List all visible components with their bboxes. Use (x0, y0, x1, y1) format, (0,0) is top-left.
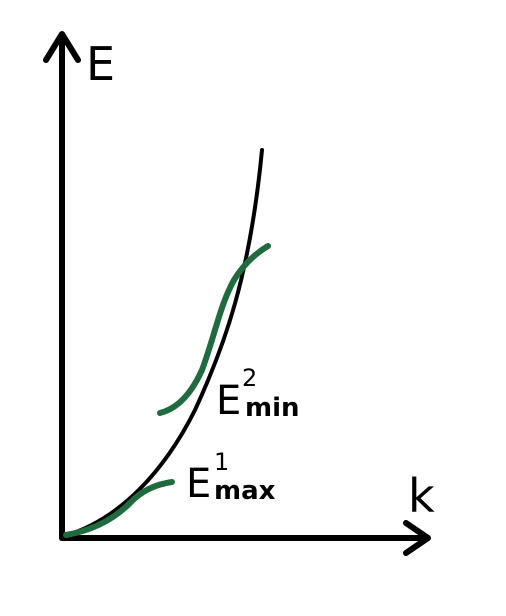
y-axis-arrowhead (43, 31, 81, 63)
lower-band-curve (63, 479, 175, 538)
e2-min-sup: 2 (242, 364, 257, 392)
e2-min-label: E 2 min (216, 364, 300, 424)
e2-min-sub: min (245, 393, 300, 423)
upper-band-curve (157, 243, 271, 416)
e2-min-base: E (216, 378, 241, 424)
e1-max-base: E (186, 461, 211, 507)
axes (43, 31, 431, 556)
e1-max-sub: max (214, 476, 276, 506)
free-electron-curve (62, 148, 264, 538)
e1-max-label: E 1 max (186, 448, 276, 507)
y-axis-label: E (86, 37, 115, 91)
x-axis-arrowhead (403, 520, 431, 556)
e1-max-sup: 1 (214, 448, 229, 476)
x-axis-label: k (408, 469, 435, 523)
